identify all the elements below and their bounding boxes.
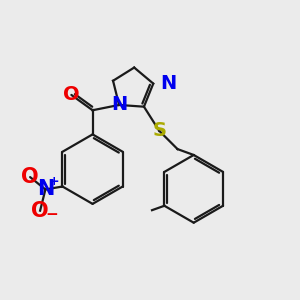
Text: O: O [31, 201, 49, 221]
Text: N: N [160, 74, 176, 93]
Text: O: O [63, 85, 80, 104]
Text: S: S [152, 121, 166, 140]
Text: N: N [111, 95, 127, 114]
Text: O: O [21, 167, 39, 187]
Text: −: − [45, 207, 58, 222]
Text: N: N [37, 179, 54, 200]
Text: +: + [48, 175, 59, 188]
